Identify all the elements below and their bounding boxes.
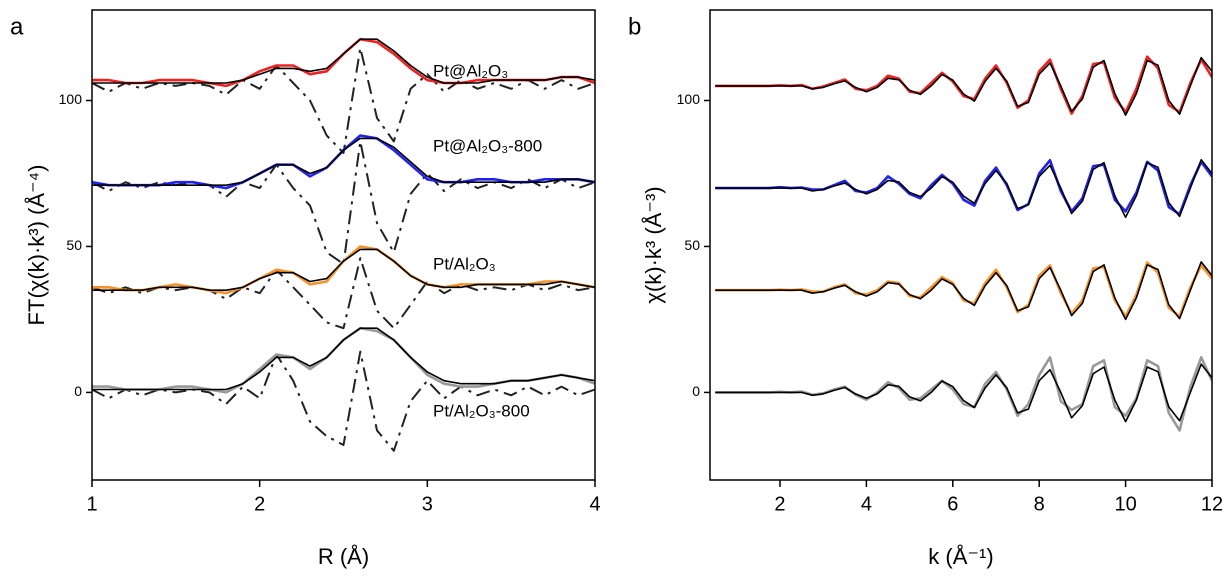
fit-line <box>92 248 595 291</box>
x-tick-label: 4 <box>861 493 872 515</box>
plot-frame <box>709 9 1213 481</box>
series-label: Pt@Al₂O₃-800 <box>433 136 542 155</box>
x-tick-label: 1 <box>86 493 97 515</box>
fit-line <box>715 56 1212 116</box>
panel-label: a <box>10 13 24 40</box>
x-tick-label: 10 <box>1114 493 1136 515</box>
y-tick-label: 50 <box>66 237 82 253</box>
y-axis-label: FT(χ(k)·k³) (Å⁻⁴) <box>24 165 49 326</box>
imaginary-line <box>92 350 595 452</box>
x-tick-label: 3 <box>422 493 433 515</box>
series-label: Pt/Al₂O₃ <box>433 254 496 273</box>
fit-line <box>92 327 595 391</box>
x-tick-label: 2 <box>774 493 785 515</box>
series-label: Pt@Al₂O₃ <box>433 61 508 80</box>
fit-line <box>715 159 1212 219</box>
fit-line <box>92 38 595 84</box>
panel-label: b <box>628 13 641 40</box>
x-axis-label: R (Å) <box>318 544 369 569</box>
y-tick-label: 100 <box>677 91 701 107</box>
fit-line <box>92 137 595 186</box>
x-axis-label: k (Å⁻¹) <box>928 544 993 569</box>
y-axis-label: χ(k)·k³ (Å⁻³) <box>641 186 666 303</box>
y-tick-label: 0 <box>74 383 82 399</box>
y-tick-label: 0 <box>692 383 700 399</box>
x-tick-label: 4 <box>589 493 600 515</box>
imaginary-line <box>92 140 595 265</box>
x-tick-label: 6 <box>947 493 958 515</box>
x-tick-label: 8 <box>1034 493 1045 515</box>
fit-line <box>715 261 1212 321</box>
data-line <box>92 245 595 295</box>
fit-line <box>715 363 1212 423</box>
data-line <box>715 356 1212 432</box>
x-tick-label: 2 <box>254 493 265 515</box>
imaginary-line <box>92 257 595 330</box>
data-line <box>92 326 595 394</box>
imaginary-line <box>92 47 595 154</box>
data-line <box>92 37 595 88</box>
x-tick-label: 12 <box>1201 493 1223 515</box>
y-tick-label: 50 <box>684 237 700 253</box>
plot-frame <box>91 9 596 481</box>
y-tick-label: 100 <box>59 91 83 107</box>
series-label: Pt/Al₂O₃-800 <box>433 401 530 420</box>
